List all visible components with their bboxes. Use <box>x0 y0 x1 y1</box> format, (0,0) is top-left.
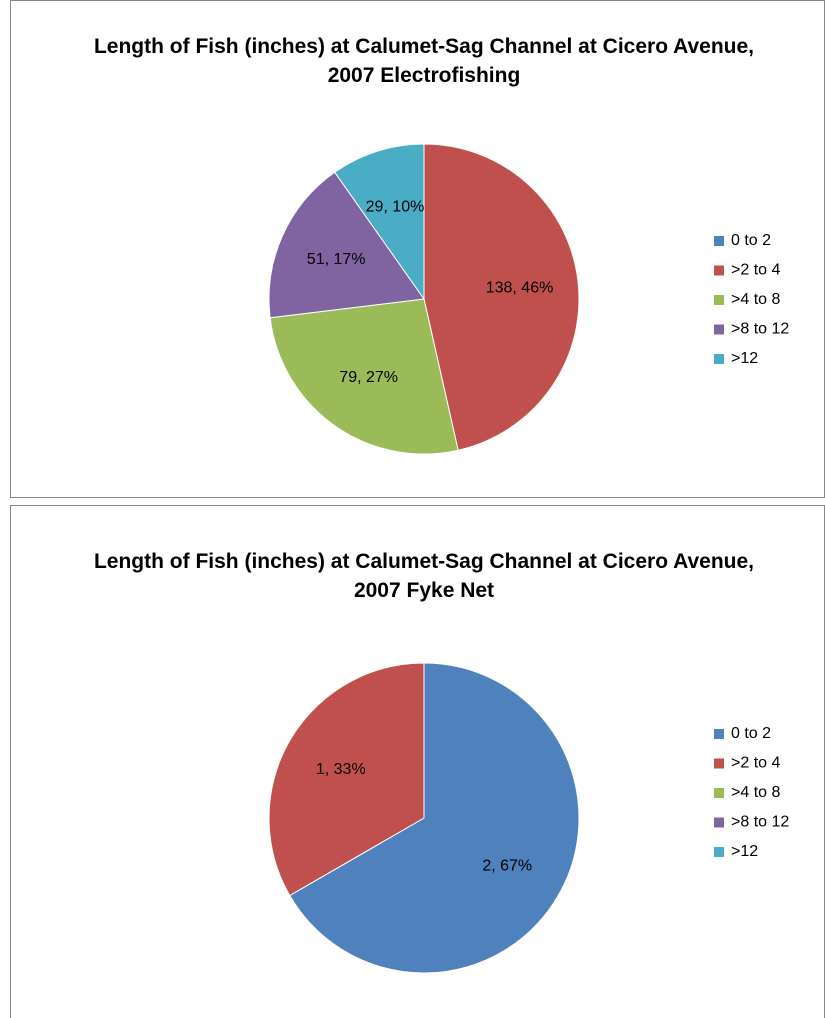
legend-swatch <box>714 817 724 828</box>
legend-label: 0 to 2 <box>731 232 771 249</box>
chart-title: Length of Fish (inches) at Calumet-Sag C… <box>93 550 755 602</box>
data-label: 138, 46% <box>486 280 554 297</box>
legend-swatch <box>714 236 724 246</box>
legend-label: >12 <box>731 843 758 860</box>
legend-swatch <box>714 324 724 335</box>
legend-label: >4 to 8 <box>731 291 780 308</box>
data-label: 79, 27% <box>339 369 398 386</box>
legend-label: >2 to 4 <box>731 755 780 772</box>
data-label: 29, 10% <box>366 199 425 216</box>
data-label: 51, 17% <box>307 251 366 268</box>
legend-label: 0 to 2 <box>731 725 771 742</box>
legend-swatch <box>714 847 724 857</box>
pie-slice <box>269 298 459 455</box>
data-label: 2, 67% <box>482 857 532 874</box>
legend-swatch <box>714 729 724 739</box>
pie-slice <box>268 171 425 319</box>
legend-swatch <box>714 758 724 769</box>
pie-slice <box>289 662 580 974</box>
legend-label: >8 to 12 <box>731 321 789 338</box>
legend-swatch <box>714 295 724 305</box>
pie-slice <box>268 662 425 897</box>
legend-label: >2 to 4 <box>731 262 780 279</box>
legend-swatch <box>714 354 724 364</box>
legend-label: >8 to 12 <box>731 814 789 831</box>
legend-swatch <box>714 265 724 276</box>
legend-label: >12 <box>731 350 758 367</box>
legend-label: >4 to 8 <box>731 784 780 801</box>
pie-slice <box>334 143 425 301</box>
data-label: 1, 33% <box>316 761 366 778</box>
legend-swatch <box>714 788 724 798</box>
pie-slice <box>423 143 580 451</box>
chart-title: Length of Fish (inches) at Calumet-Sag C… <box>93 35 755 87</box>
